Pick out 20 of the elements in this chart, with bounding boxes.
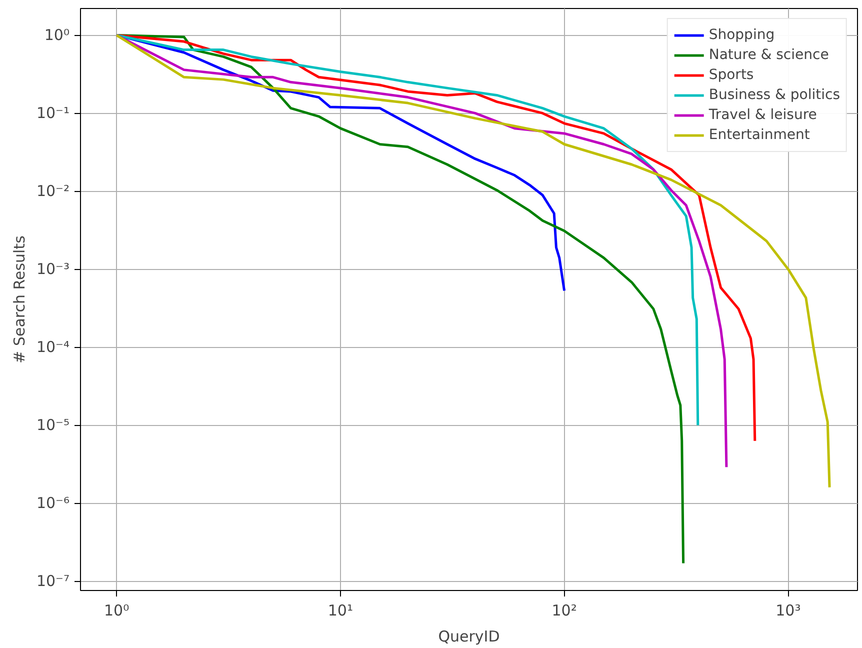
y-tick-label: 10⁻¹ [36, 104, 70, 122]
x-tick-label: 10⁰ [104, 602, 130, 620]
legend-label: Entertainment [708, 126, 810, 144]
y-tick-label: 10⁻⁴ [36, 338, 70, 356]
legend-label: Shopping [708, 26, 775, 44]
legend-label: Sports [708, 66, 754, 84]
y-tick-label: 10⁻² [36, 182, 70, 200]
x-tick-label: 10³ [776, 602, 801, 620]
legend-label: Nature & science [708, 46, 829, 64]
x-axis-title: QueryID [438, 628, 500, 646]
x-tick-label: 10² [552, 602, 577, 620]
x-tick-label: 10¹ [328, 602, 354, 620]
y-tick-label: 10⁻⁷ [36, 572, 70, 590]
y-tick-label: 10⁻⁵ [36, 416, 70, 434]
y-tick-label: 10⁻⁶ [36, 494, 70, 512]
y-tick-label: 10⁰ [44, 26, 70, 44]
y-axis-title: # Search Results [10, 235, 28, 364]
legend-label: Travel & leisure [708, 106, 817, 124]
legend-label: Business & politics [708, 86, 840, 104]
y-tick-label: 10⁻³ [36, 260, 70, 278]
